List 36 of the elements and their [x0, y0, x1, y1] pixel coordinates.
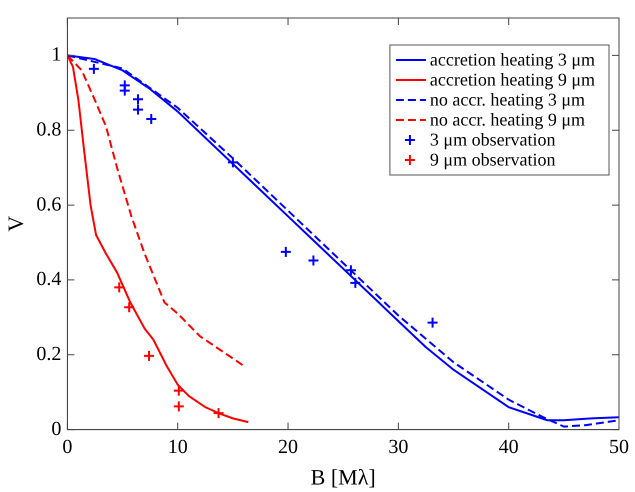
legend-label: accretion heating 3 μm — [430, 50, 596, 70]
legend-label: 3 μm observation — [430, 130, 556, 150]
y-tick-label: 0.8 — [36, 118, 62, 141]
point — [143, 350, 156, 362]
point — [172, 400, 185, 412]
point — [172, 384, 185, 397]
point — [280, 246, 292, 258]
point — [132, 104, 144, 116]
point — [344, 264, 357, 276]
point — [123, 301, 136, 314]
point — [349, 276, 362, 289]
legend-label: no accr. heating 9 μm — [430, 110, 586, 130]
x-tick-label: 20 — [278, 436, 298, 458]
x-tick-label: 30 — [388, 436, 408, 458]
y-tick-label: 0 — [51, 418, 62, 440]
point — [212, 407, 225, 420]
y-tick-label: 0.2 — [36, 343, 62, 366]
x-tick-label: 10 — [168, 436, 188, 458]
point — [118, 84, 131, 97]
point — [307, 254, 320, 266]
x-axis-title: B [Mλ] — [310, 464, 376, 490]
point — [145, 113, 158, 126]
y-tick-label: 1 — [51, 44, 62, 66]
y-tick-label: 0.6 — [36, 193, 62, 216]
x-tick-label: 50 — [609, 436, 629, 458]
y-axis-title: V — [2, 216, 28, 232]
point — [426, 316, 439, 329]
point — [226, 156, 239, 168]
point — [132, 93, 144, 106]
point — [113, 281, 126, 294]
point — [88, 62, 100, 75]
legend-label: no accr. heating 3 μm — [430, 90, 586, 110]
legend-label: 9 μm observation — [430, 150, 556, 170]
legend-label: accretion heating 9 μm — [430, 70, 596, 90]
x-tick-label: 40 — [498, 436, 519, 458]
y-tick-label: 0.4 — [36, 268, 62, 290]
